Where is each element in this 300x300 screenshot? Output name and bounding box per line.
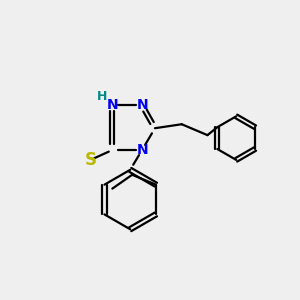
Text: N: N [136, 98, 148, 112]
Text: H: H [97, 90, 108, 103]
Text: S: S [85, 151, 97, 169]
Text: N: N [136, 143, 148, 157]
Text: N: N [106, 98, 118, 112]
